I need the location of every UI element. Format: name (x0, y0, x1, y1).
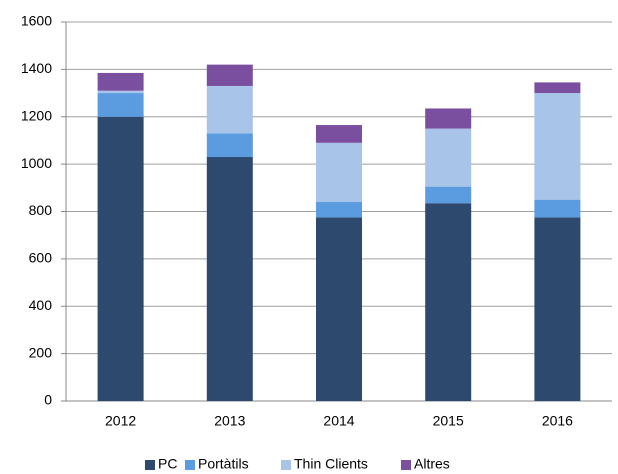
bar-segment (206, 85, 253, 134)
bar-segment (316, 125, 362, 143)
bar-segment (534, 93, 581, 200)
bar-segment (97, 90, 144, 94)
bar-segment (97, 116, 144, 401)
x-tick-label: 2013 (214, 413, 245, 429)
bar-segment (425, 186, 472, 204)
y-tick-label: 1600 (21, 13, 52, 29)
bar-segment (316, 202, 362, 218)
y-tick-label: 200 (29, 344, 53, 360)
x-tick-label: 2016 (542, 413, 573, 429)
bar-segment (316, 217, 362, 401)
bar-segment (425, 203, 472, 401)
bar-segment (534, 82, 581, 94)
x-tick-label: 2015 (433, 413, 464, 429)
bar-segment (97, 72, 144, 91)
bar-segment (534, 199, 581, 218)
bar-segment (97, 93, 144, 117)
legend-swatch (185, 460, 195, 470)
legend-label: Portàtils (198, 456, 249, 472)
bar-segment (316, 142, 362, 203)
y-tick-label: 600 (29, 250, 53, 266)
y-tick-label: 1400 (21, 60, 52, 76)
legend-swatch (281, 460, 291, 470)
bar-segment (534, 217, 581, 401)
legend-label: PC (158, 456, 177, 472)
y-tick-label: 400 (29, 297, 53, 313)
bar-segment (425, 128, 472, 187)
x-tick-label: 2012 (105, 413, 136, 429)
bar-segment (206, 64, 253, 86)
legend-swatch (145, 460, 155, 470)
bar-segment (206, 157, 253, 401)
y-tick-label: 1200 (21, 107, 52, 123)
y-tick-label: 0 (44, 392, 52, 408)
legend-swatch (401, 460, 411, 470)
y-tick-label: 1000 (21, 155, 52, 171)
legend-label: Thin Clients (294, 456, 368, 472)
legend-label: Altres (414, 456, 450, 472)
bar-segment (206, 133, 253, 158)
y-tick-label: 800 (29, 202, 53, 218)
x-tick-label: 2014 (323, 413, 354, 429)
bar-segment (425, 108, 472, 129)
